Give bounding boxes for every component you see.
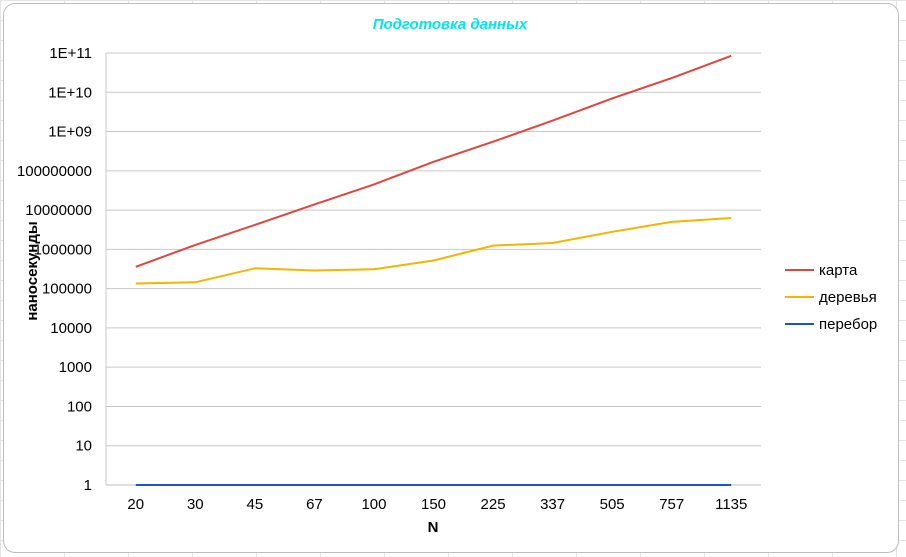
x-tick-label-7: 337 — [540, 496, 565, 513]
legend-item-0[interactable]: карта — [785, 262, 858, 279]
y-tick-label-3: 1000 — [59, 359, 92, 376]
y-axis-title: наносекунды — [24, 221, 41, 320]
gridlines — [105, 52, 761, 486]
y-tick-label-8: 100000000 — [17, 163, 92, 180]
legend-label-1: деревья — [819, 289, 877, 306]
y-tick-labels: 1 10 100 1000 10000 100000 1000000 10000000 1000… — [17, 45, 92, 494]
legend-item-2[interactable]: перебор — [785, 316, 877, 333]
series-line-0[interactable] — [135, 54, 732, 268]
legend-label-2: перебор — [819, 316, 877, 333]
y-tick-label-10: 1E+10 — [48, 84, 92, 101]
y-tick-label-5: 100000 — [42, 281, 92, 298]
x-tick-labels: 20 30 45 67 100 150 225 337 505 757 1135 — [127, 496, 747, 513]
x-tick-label-6: 225 — [481, 496, 506, 513]
y-tick-label-4: 10000 — [50, 320, 92, 337]
x-tick-label-2: 45 — [247, 496, 264, 513]
series-line-1[interactable] — [135, 217, 732, 285]
x-tick-label-0: 20 — [127, 496, 144, 513]
chart-frame[interactable] — [3, 3, 899, 553]
y-tick-label-11: 1E+11 — [49, 45, 92, 62]
series-lines — [135, 54, 732, 486]
x-tick-label-1: 30 — [187, 496, 204, 513]
x-tick-label-3: 67 — [306, 496, 323, 513]
y-tick-label-7: 10000000 — [25, 202, 92, 219]
x-tick-label-9: 757 — [659, 496, 684, 513]
y-tick-label-6: 1000000 — [34, 241, 92, 258]
legend[interactable]: карта деревья перебор — [785, 262, 877, 333]
legend-item-1[interactable]: деревья — [785, 289, 877, 306]
y-tick-label-0: 1 — [84, 477, 92, 494]
x-tick-label-4: 100 — [361, 496, 386, 513]
x-tick-label-8: 505 — [600, 496, 625, 513]
x-tick-label-10: 1135 — [715, 496, 747, 513]
y-tick-label-2: 100 — [67, 398, 92, 415]
chart-title: Подготовка данных — [373, 16, 528, 33]
y-tick-label-1: 10 — [75, 438, 92, 455]
legend-label-0: карта — [819, 262, 858, 279]
y-tick-label-9: 1E+09 — [48, 124, 92, 141]
x-axis-title: N — [428, 519, 439, 536]
x-tick-label-5: 150 — [421, 496, 446, 513]
